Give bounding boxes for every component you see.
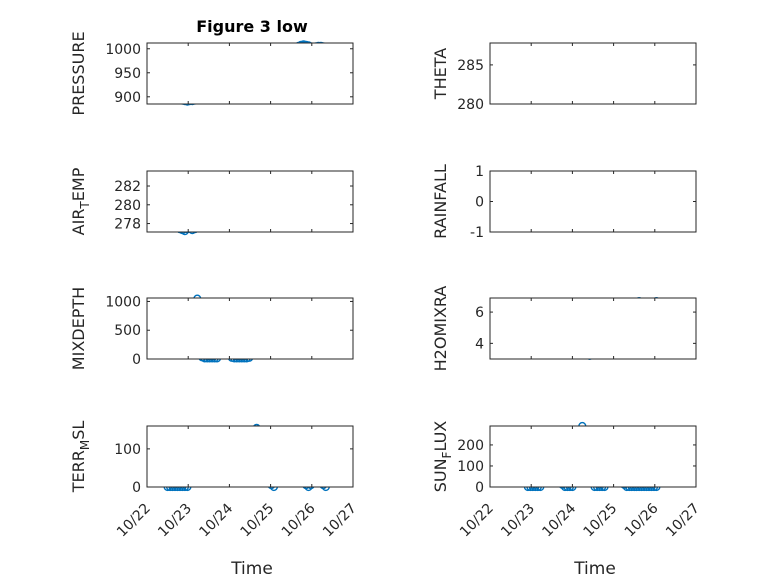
x-tick-label: 10/26 <box>279 500 319 540</box>
axes-box <box>146 425 354 488</box>
y-tick-label: 0 <box>475 480 484 496</box>
x-tick-label: 10/22 <box>114 501 154 541</box>
y-axis-label: H2OMIXRA <box>431 286 450 372</box>
subplot-5: 0 500 1000 MIXDEPTH <box>69 287 354 370</box>
y-tick-label: 100 <box>114 442 141 458</box>
x-tick-label: 10/27 <box>663 501 703 541</box>
y-tick-label: 1000 <box>105 294 141 310</box>
y-tick-label: 280 <box>114 198 141 214</box>
figure-title: Figure 3 low <box>196 17 308 36</box>
axes-box <box>489 297 697 360</box>
axes-box <box>489 425 697 488</box>
axes-box <box>146 42 354 105</box>
y-tick-label: 278 <box>114 217 141 233</box>
y-tick-label: 0 <box>132 352 141 368</box>
y-axis-label: THETA <box>431 48 450 100</box>
x-tick-label: 10/25 <box>238 501 278 541</box>
x-tick-label: 10/22 <box>457 501 497 541</box>
y-tick-label: 950 <box>114 66 141 82</box>
x-tick-label: 10/24 <box>196 500 236 540</box>
y-tick-label: 282 <box>114 179 141 195</box>
x-tick-label: 10/25 <box>581 501 621 541</box>
subplot-2: 280 285 THETA <box>431 42 697 113</box>
subplot-6: 4 6 H2OMIXRA <box>431 286 697 372</box>
y-axis-label: MIXDEPTH <box>69 287 88 370</box>
axes-box <box>146 170 354 233</box>
y-tick-label: 0 <box>132 480 141 496</box>
x-axis-label-right: Time <box>573 559 616 579</box>
x-tick-label: 10/23 <box>498 501 538 541</box>
y-tick-label: 4 <box>475 336 484 352</box>
subplot-1: 900 950 1000 PRESSURE <box>69 31 354 116</box>
y-tick-label: 1 <box>475 164 484 180</box>
y-tick-label: 285 <box>457 58 484 74</box>
x-tick-label: 10/23 <box>155 501 195 541</box>
y-axis-label: RAINFALL <box>431 164 450 239</box>
y-axis-label: AIRTEMP <box>69 167 92 235</box>
x-tick-label: 10/26 <box>622 500 662 540</box>
y-tick-label: 6 <box>475 305 484 321</box>
subplot-4: -1 0 1 RAINFALL <box>431 164 697 241</box>
x-axis-label-left: Time <box>230 559 273 579</box>
axes-box <box>489 42 697 105</box>
y-tick-label: 100 <box>457 459 484 475</box>
y-axis-label: PRESSURE <box>69 31 88 115</box>
subplot-3: 278 280 282 AIRTEMP <box>69 167 354 235</box>
y-tick-label: 200 <box>457 438 484 454</box>
subplot-7: 0 100 10/22 10/23 10/24 10/25 10/26 10/27 TERRMS… <box>69 421 360 541</box>
axes-box <box>146 297 354 360</box>
y-tick-label: 0 <box>475 195 484 211</box>
y-tick-label: 500 <box>114 323 141 339</box>
y-axis-label: SUNFLUX <box>431 421 454 493</box>
y-tick-label: 1000 <box>105 42 141 58</box>
y-tick-label: 280 <box>457 97 484 113</box>
y-tick-label: 900 <box>114 90 141 106</box>
subplot-8: 0 100 200 10/22 10/23 10/24 10/25 10/26 10/27 SUN… <box>431 421 703 541</box>
x-tick-label: 10/24 <box>539 500 579 540</box>
x-tick-label: 10/27 <box>320 501 360 541</box>
y-tick-label: -1 <box>470 225 484 241</box>
axes-box <box>489 170 697 233</box>
y-axis-label: TERRMSL <box>69 421 92 494</box>
